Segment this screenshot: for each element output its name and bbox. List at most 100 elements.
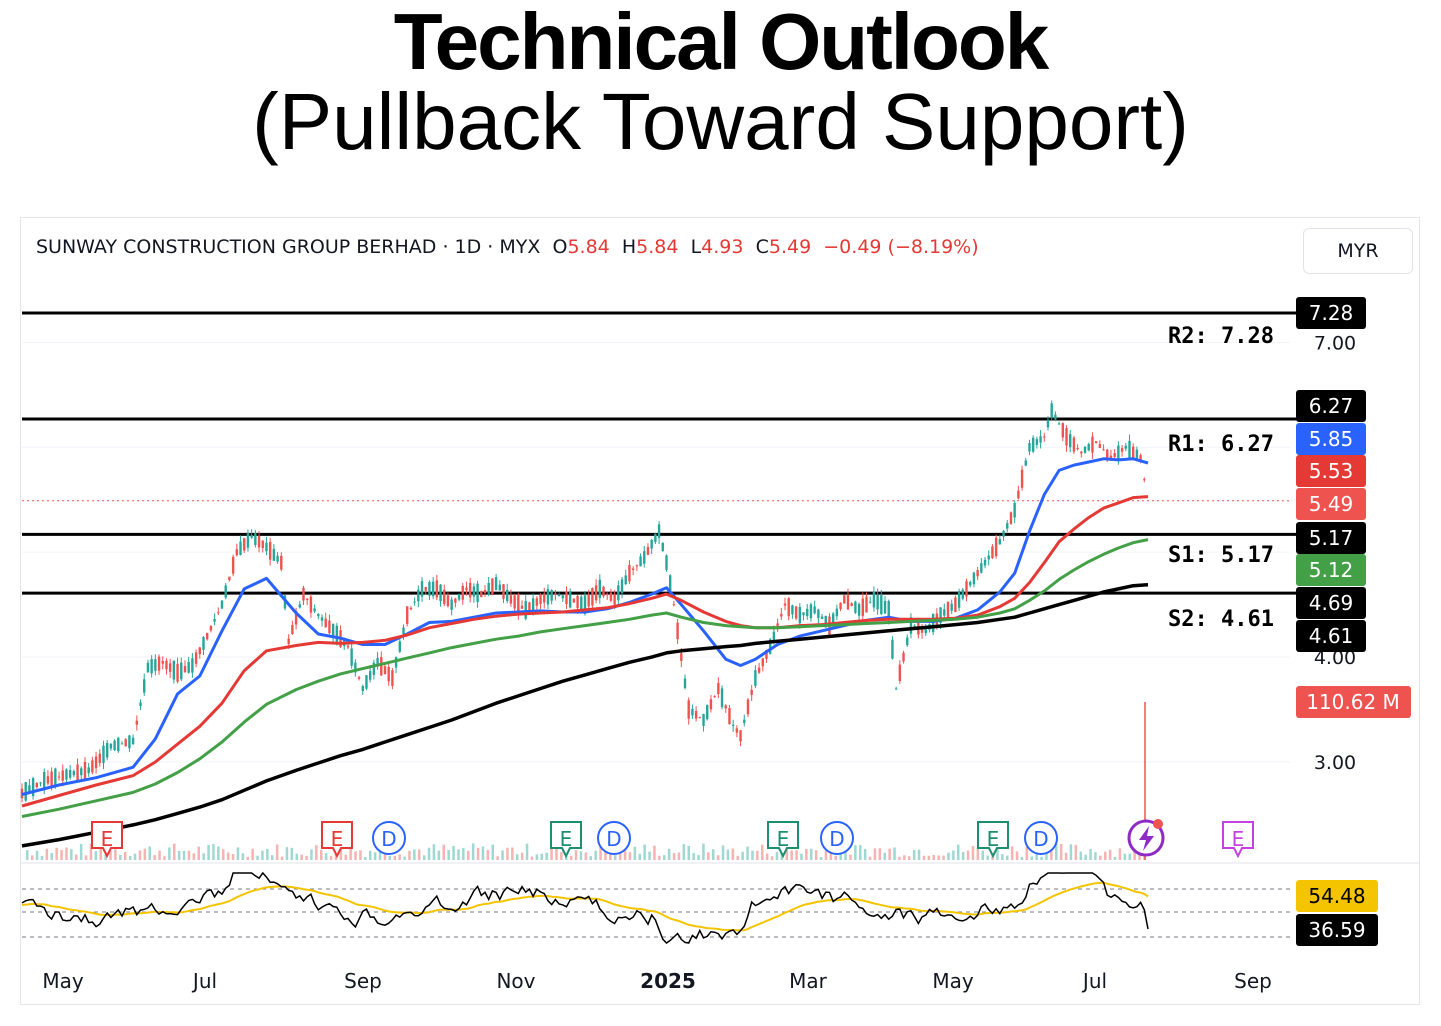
candle-body (205, 632, 209, 640)
event-label: E (987, 827, 1000, 851)
candle-body (894, 688, 898, 690)
candle-body (676, 622, 679, 640)
volume-bar (315, 845, 318, 860)
candle-body (628, 564, 631, 582)
volume-bar (432, 844, 436, 860)
candle-body (583, 595, 587, 614)
volume-bar (462, 848, 465, 860)
price-tag (1296, 587, 1366, 619)
candle-body (1098, 443, 1102, 448)
low-label: L (690, 236, 702, 258)
candle-body (391, 670, 394, 686)
candle-body (109, 743, 113, 749)
candle-body (231, 556, 235, 574)
volume-bar (868, 856, 872, 860)
candle-body (843, 595, 846, 604)
volume-bar (903, 855, 906, 860)
candle-body (1109, 455, 1113, 460)
candle-body (1117, 445, 1120, 460)
volume-bar (731, 848, 735, 860)
candle-body (1087, 444, 1090, 451)
candle-body (50, 771, 53, 786)
candle-body (702, 714, 705, 727)
volume-bar (1010, 846, 1014, 860)
candle-body (413, 601, 416, 603)
volume-bar (491, 844, 494, 860)
volume-bar (888, 848, 891, 860)
volume-bar (373, 852, 377, 860)
candle-body (498, 584, 502, 591)
candle-body (257, 535, 261, 548)
candle-body (417, 589, 420, 602)
candle-body (1017, 490, 1020, 499)
volume-bar (109, 850, 112, 860)
volume-bar (202, 853, 205, 860)
price-tag-label: 5.49 (1309, 492, 1354, 516)
candle-body (728, 708, 731, 725)
volume-bar (236, 847, 240, 860)
volume-bar (65, 847, 68, 860)
volume-bar (790, 850, 793, 860)
volume-bar (359, 850, 362, 860)
price-tag (1296, 488, 1366, 520)
candle-body (680, 653, 683, 661)
candle-body (639, 556, 642, 567)
candle-body (765, 650, 768, 659)
candle-body (869, 601, 872, 603)
candle-body (698, 717, 702, 719)
volume-bar (1108, 849, 1112, 860)
volume-bar (947, 852, 950, 860)
candle-body (46, 776, 50, 784)
candle-body (1061, 423, 1065, 438)
currency-button[interactable]: MYR (1303, 228, 1413, 274)
volume-bar (222, 849, 225, 860)
volume-bar (707, 852, 710, 860)
candle-body (428, 582, 431, 596)
candle-body (561, 595, 564, 599)
price-tag (1296, 297, 1366, 329)
candle-body (128, 735, 131, 749)
ema-line-ema-slow (21, 538, 1149, 818)
volume-bar (398, 854, 401, 860)
volume-bar (1123, 853, 1127, 860)
candle-body (509, 595, 513, 604)
volume-bar (574, 850, 578, 860)
volume-bar (535, 854, 539, 860)
volume-bar (898, 856, 901, 860)
candle-body (172, 660, 176, 680)
event-label: E (101, 827, 114, 851)
volume-bar (1089, 848, 1092, 860)
candle-body (517, 595, 520, 614)
x-tick-label: May (932, 969, 974, 993)
candle-body (687, 700, 690, 719)
volume-bar (712, 849, 715, 860)
candle-body (957, 591, 961, 608)
candle-body (665, 555, 668, 570)
candle-body (724, 705, 727, 709)
high-label: H (621, 236, 637, 258)
x-tick-label: Sep (1234, 969, 1272, 993)
volume-bar (280, 856, 284, 860)
candle-body (298, 604, 301, 608)
candle-body (991, 546, 994, 558)
candle-body (891, 639, 894, 659)
volume-bar (471, 843, 475, 860)
volume-bar (1035, 850, 1038, 860)
level-label-s1: S1: 5.17 (1168, 543, 1274, 568)
candle-body (1050, 403, 1053, 418)
volume-bar (305, 855, 308, 860)
volume-bar (275, 844, 279, 860)
x-tick-label: May (42, 969, 84, 993)
candle-body (57, 776, 61, 778)
candle-body (235, 549, 239, 556)
candle-body (124, 739, 127, 747)
candle-body (691, 708, 694, 716)
symbol-header: SUNWAY CONSTRUCTION GROUP BERHAD · 1D · … (36, 236, 979, 258)
candle-body (694, 710, 698, 719)
volume-bar (1001, 854, 1004, 860)
candle-body (887, 601, 890, 619)
volume-bar (687, 845, 690, 860)
lightning-dot (1153, 819, 1163, 829)
